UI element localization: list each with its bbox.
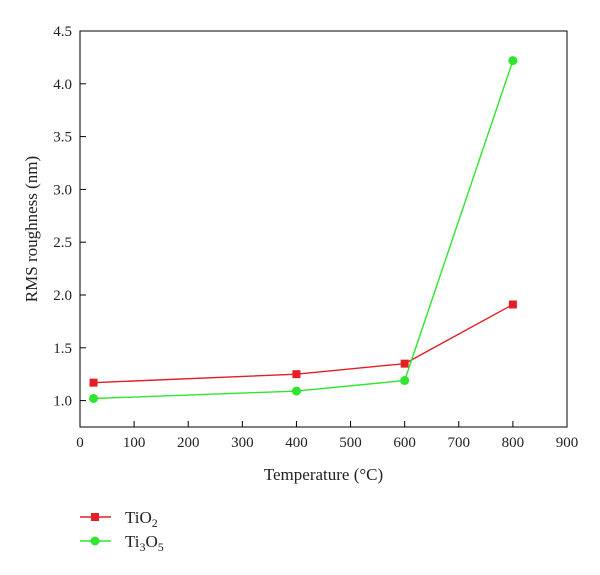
x-tick-label: 200 xyxy=(177,435,200,451)
axis-ticks xyxy=(79,30,568,427)
legend-marker-ti3o5 xyxy=(90,536,100,546)
x-tick-label: 800 xyxy=(502,435,525,451)
y-tick-label: 4.0 xyxy=(53,77,72,93)
x-tick-label: 500 xyxy=(339,435,362,451)
plot-frame xyxy=(79,30,568,428)
y-axis-title: RMS roughness (nm) xyxy=(22,156,41,302)
y-tick-label: 3.5 xyxy=(53,130,72,146)
y-tick-label: 4.5 xyxy=(53,24,72,40)
legend-marker-tio2 xyxy=(91,513,99,521)
y-tick-label: 1.0 xyxy=(53,394,72,410)
x-tick-label: 700 xyxy=(448,435,471,451)
y-tick-label: 2.0 xyxy=(53,288,72,304)
data-point-ti3o5 xyxy=(89,393,99,403)
legend-label-tio2: TiO2 xyxy=(125,508,158,530)
series-line-ti3o5 xyxy=(93,60,514,400)
x-tick-label: 0 xyxy=(76,435,84,451)
y-tick-label: 1.5 xyxy=(53,341,72,357)
data-point-tio2 xyxy=(508,300,517,309)
data-point-ti3o5 xyxy=(291,386,301,396)
data-point-ti3o5 xyxy=(400,376,410,386)
data-point-ti3o5 xyxy=(508,56,518,66)
data-point-tio2 xyxy=(400,359,409,368)
data-point-tio2 xyxy=(292,370,301,379)
x-axis-title: Temperature (°C) xyxy=(264,465,383,484)
legend-label-ti3o5: Ti3O5 xyxy=(125,532,164,554)
tick-labels: 0 100 200 300 400 500 600 700 800 900 1.0 1.5 2.0 2.5… xyxy=(53,24,578,451)
x-tick-label: 300 xyxy=(231,435,254,451)
data-point-tio2 xyxy=(89,378,98,387)
y-tick-label: 3.0 xyxy=(53,182,72,198)
x-tick-label: 900 xyxy=(556,435,579,451)
x-tick-label: 400 xyxy=(285,435,308,451)
series-layer xyxy=(89,56,518,403)
y-tick-label: 2.5 xyxy=(53,235,72,251)
x-tick-label: 100 xyxy=(123,435,146,451)
x-tick-label: 600 xyxy=(393,435,416,451)
series-line-tio2 xyxy=(93,303,514,384)
